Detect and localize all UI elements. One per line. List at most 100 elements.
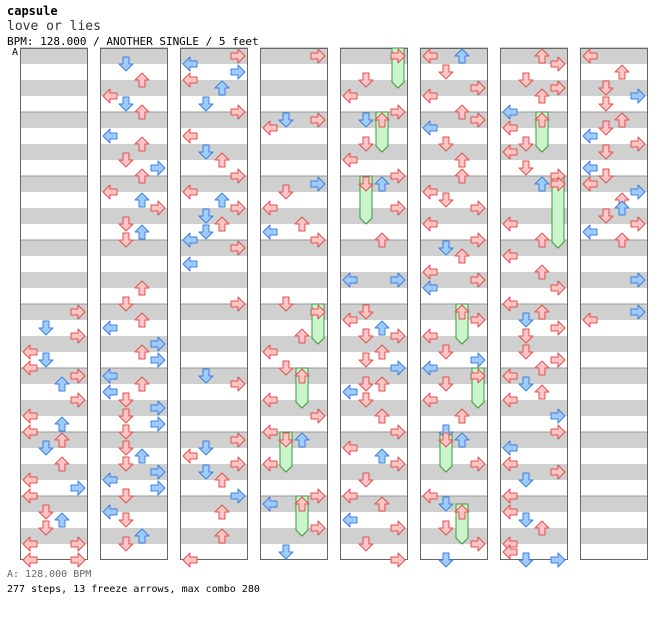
step-arrow-up — [534, 48, 550, 64]
beat-band — [20, 48, 88, 64]
step-arrow-right — [150, 352, 166, 368]
beat-band — [500, 400, 568, 416]
beat-band — [420, 112, 488, 128]
beat-band — [260, 272, 328, 288]
step-arrow-down — [358, 328, 374, 344]
step-arrow-left — [22, 488, 38, 504]
step-arrow-down — [518, 136, 534, 152]
beat-band — [580, 400, 648, 416]
step-arrow-down — [438, 240, 454, 256]
step-arrow-left — [502, 144, 518, 160]
step-arrow-left — [22, 552, 38, 568]
step-arrow-right — [150, 464, 166, 480]
beat-band — [20, 400, 88, 416]
step-arrow-up — [374, 112, 390, 128]
bpm-marker: A — [12, 47, 19, 58]
step-arrow-left — [342, 384, 358, 400]
step-arrow-up — [214, 152, 230, 168]
step-arrow-down — [358, 376, 374, 392]
step-arrow-left — [102, 320, 118, 336]
step-arrow-left — [502, 368, 518, 384]
step-arrow-up — [374, 448, 390, 464]
beat-band — [180, 336, 248, 352]
step-arrow-right — [70, 480, 86, 496]
beat-band — [500, 272, 568, 288]
beat-band — [420, 432, 488, 448]
beat-band — [20, 112, 88, 128]
step-arrow-left — [422, 184, 438, 200]
step-arrow-down — [358, 352, 374, 368]
beat-band — [340, 400, 408, 416]
beat-band — [340, 208, 408, 224]
step-arrow-up — [534, 112, 550, 128]
beat-band — [180, 208, 248, 224]
step-arrow-down — [198, 368, 214, 384]
step-arrow-down — [518, 344, 534, 360]
step-arrow-up — [134, 104, 150, 120]
beat-band — [580, 464, 648, 480]
step-arrow-left — [262, 392, 278, 408]
step-arrow-right — [390, 424, 406, 440]
step-arrow-down — [118, 536, 134, 552]
step-arrow-down — [518, 312, 534, 328]
step-arrow-down — [358, 536, 374, 552]
step-arrow-down — [118, 512, 134, 528]
beat-band — [20, 304, 88, 320]
step-arrow-up — [614, 64, 630, 80]
beat-band — [580, 112, 648, 128]
beat-band — [100, 240, 168, 256]
step-arrow-left — [502, 440, 518, 456]
step-arrow-up — [534, 264, 550, 280]
step-arrow-up — [214, 504, 230, 520]
step-arrow-up — [214, 528, 230, 544]
beat-band — [420, 48, 488, 64]
song-meta-line: BPM: 128.000 / ANOTHER SINGLE / 5 feet — [7, 35, 259, 48]
step-arrow-right — [230, 200, 246, 216]
beat-band — [100, 208, 168, 224]
step-arrow-right — [630, 272, 646, 288]
step-arrow-up — [454, 432, 470, 448]
beat-band — [260, 368, 328, 384]
step-arrow-left — [262, 120, 278, 136]
beat-band — [340, 112, 408, 128]
step-arrow-right — [470, 80, 486, 96]
beat-band — [580, 496, 648, 512]
step-arrow-right — [310, 112, 326, 128]
step-arrow-down — [518, 552, 534, 568]
step-arrow-left — [582, 224, 598, 240]
step-arrow-down — [38, 504, 54, 520]
step-arrow-right — [470, 456, 486, 472]
step-arrow-down — [198, 144, 214, 160]
step-arrow-left — [182, 552, 198, 568]
step-arrow-up — [614, 200, 630, 216]
step-arrow-right — [70, 392, 86, 408]
step-arrow-left — [582, 48, 598, 64]
step-arrow-up — [534, 520, 550, 536]
beat-band — [180, 464, 248, 480]
step-arrow-left — [102, 384, 118, 400]
step-arrow-left — [262, 200, 278, 216]
beat-band — [580, 528, 648, 544]
step-arrow-left — [22, 472, 38, 488]
step-arrow-left — [422, 120, 438, 136]
step-arrow-down — [118, 232, 134, 248]
step-arrow-right — [70, 328, 86, 344]
step-arrow-up — [134, 168, 150, 184]
step-arrow-up — [374, 320, 390, 336]
beat-band — [340, 464, 408, 480]
step-arrow-right — [70, 536, 86, 552]
step-arrow-down — [358, 136, 374, 152]
beat-band — [340, 368, 408, 384]
step-arrow-up — [374, 176, 390, 192]
step-arrow-up — [294, 496, 310, 512]
step-arrow-right — [230, 296, 246, 312]
beat-band — [100, 400, 168, 416]
step-arrow-down — [118, 56, 134, 72]
beat-band — [20, 208, 88, 224]
beat-band — [100, 336, 168, 352]
step-arrow-left — [102, 88, 118, 104]
step-arrow-right — [70, 368, 86, 384]
step-arrow-down — [518, 472, 534, 488]
step-arrow-up — [214, 216, 230, 232]
chart-column — [100, 48, 168, 560]
